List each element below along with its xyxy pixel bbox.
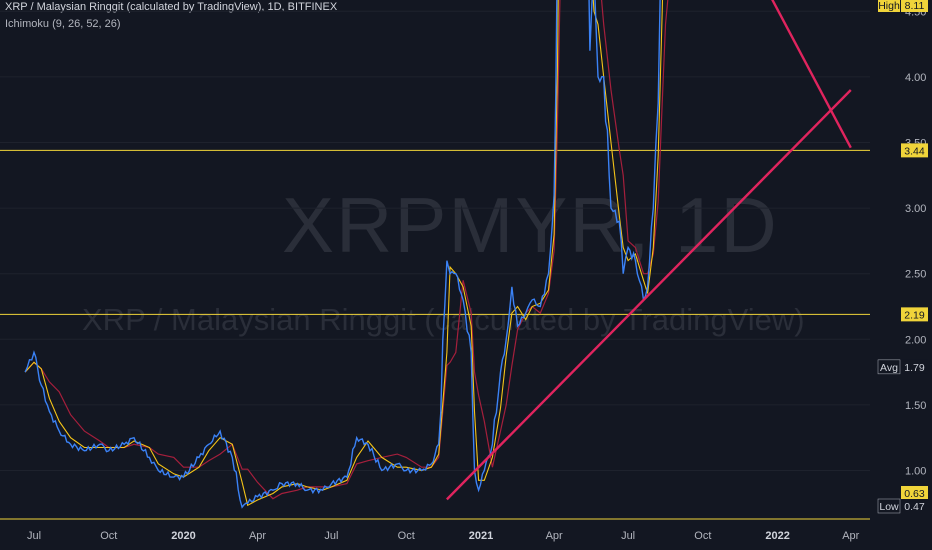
time-tick-label: Oct [694, 530, 711, 542]
watermark-symbol: XRPMYR, 1D [282, 181, 779, 269]
time-tick-label: 2022 [765, 530, 789, 542]
badge-value: 1.79 [904, 362, 925, 374]
price-tick-label: 2.50 [905, 269, 926, 281]
price-tick-label: 1.00 [905, 466, 926, 478]
price-axis[interactable]: 1.001.502.002.503.003.504.004.505.005.50… [905, 0, 926, 478]
trendline-descending [771, 0, 852, 149]
trendline-ascending [446, 89, 852, 501]
badge-label: Avg [880, 362, 898, 374]
price-line [24, 0, 661, 509]
price-badges: High8.115.745.103.442.19Avg1.790.63Low0.… [877, 0, 928, 514]
horizontal-levels [0, 149, 870, 520]
grid [0, 10, 870, 471]
time-axis[interactable]: Jul Oct 2020 Apr Jul Oct 2021 Apr Jul Oct 2022 Apr [27, 530, 860, 542]
badge-value-bg [901, 499, 928, 513]
badge-bg [901, 143, 928, 158]
base-line [24, 0, 669, 500]
time-tick-label: Jul [324, 530, 338, 542]
badge-label: Low [879, 501, 899, 513]
price-badge: 3.44 [904, 145, 925, 157]
time-tick-label: Apr [249, 530, 266, 542]
badge-value: 0.47 [904, 501, 925, 513]
price-tick-label: 4.50 [905, 6, 926, 18]
time-tick-label: Apr [842, 530, 859, 542]
badge-value-bg [901, 359, 928, 374]
badge-value-bg [901, 0, 928, 12]
badge-bg [901, 307, 928, 322]
price-tick-label: 1.50 [905, 400, 926, 412]
badge-label-bg [877, 498, 901, 514]
chart-title: XRP / Malaysian Ringgit (calculated by T… [5, 1, 338, 13]
time-tick-label: 2020 [171, 530, 195, 542]
price-tick-label: 4.00 [905, 72, 926, 84]
price-badge: 0.63 [904, 488, 925, 500]
badge-label-bg [877, 359, 901, 375]
trendlines [446, 0, 852, 501]
time-tick-label: Oct [100, 530, 117, 542]
indicator-legend[interactable]: Ichimoku (9, 26, 52, 26) [5, 18, 121, 30]
badge-value: 8.11 [905, 0, 925, 12]
price-badge: 2.19 [904, 309, 925, 321]
time-tick-label: Oct [398, 530, 415, 542]
time-tick-label: Jul [621, 530, 635, 542]
badge-label: High [878, 0, 900, 12]
time-tick-label: Apr [546, 530, 563, 542]
badge-bg [901, 486, 928, 500]
badge-label-bg [878, 0, 900, 12]
series-layer [24, 0, 669, 509]
price-tick-label: 3.00 [905, 203, 926, 215]
time-tick-label: Jul [27, 530, 41, 542]
price-tick-label: 2.00 [905, 334, 926, 346]
time-tick-label: 2021 [469, 530, 493, 542]
